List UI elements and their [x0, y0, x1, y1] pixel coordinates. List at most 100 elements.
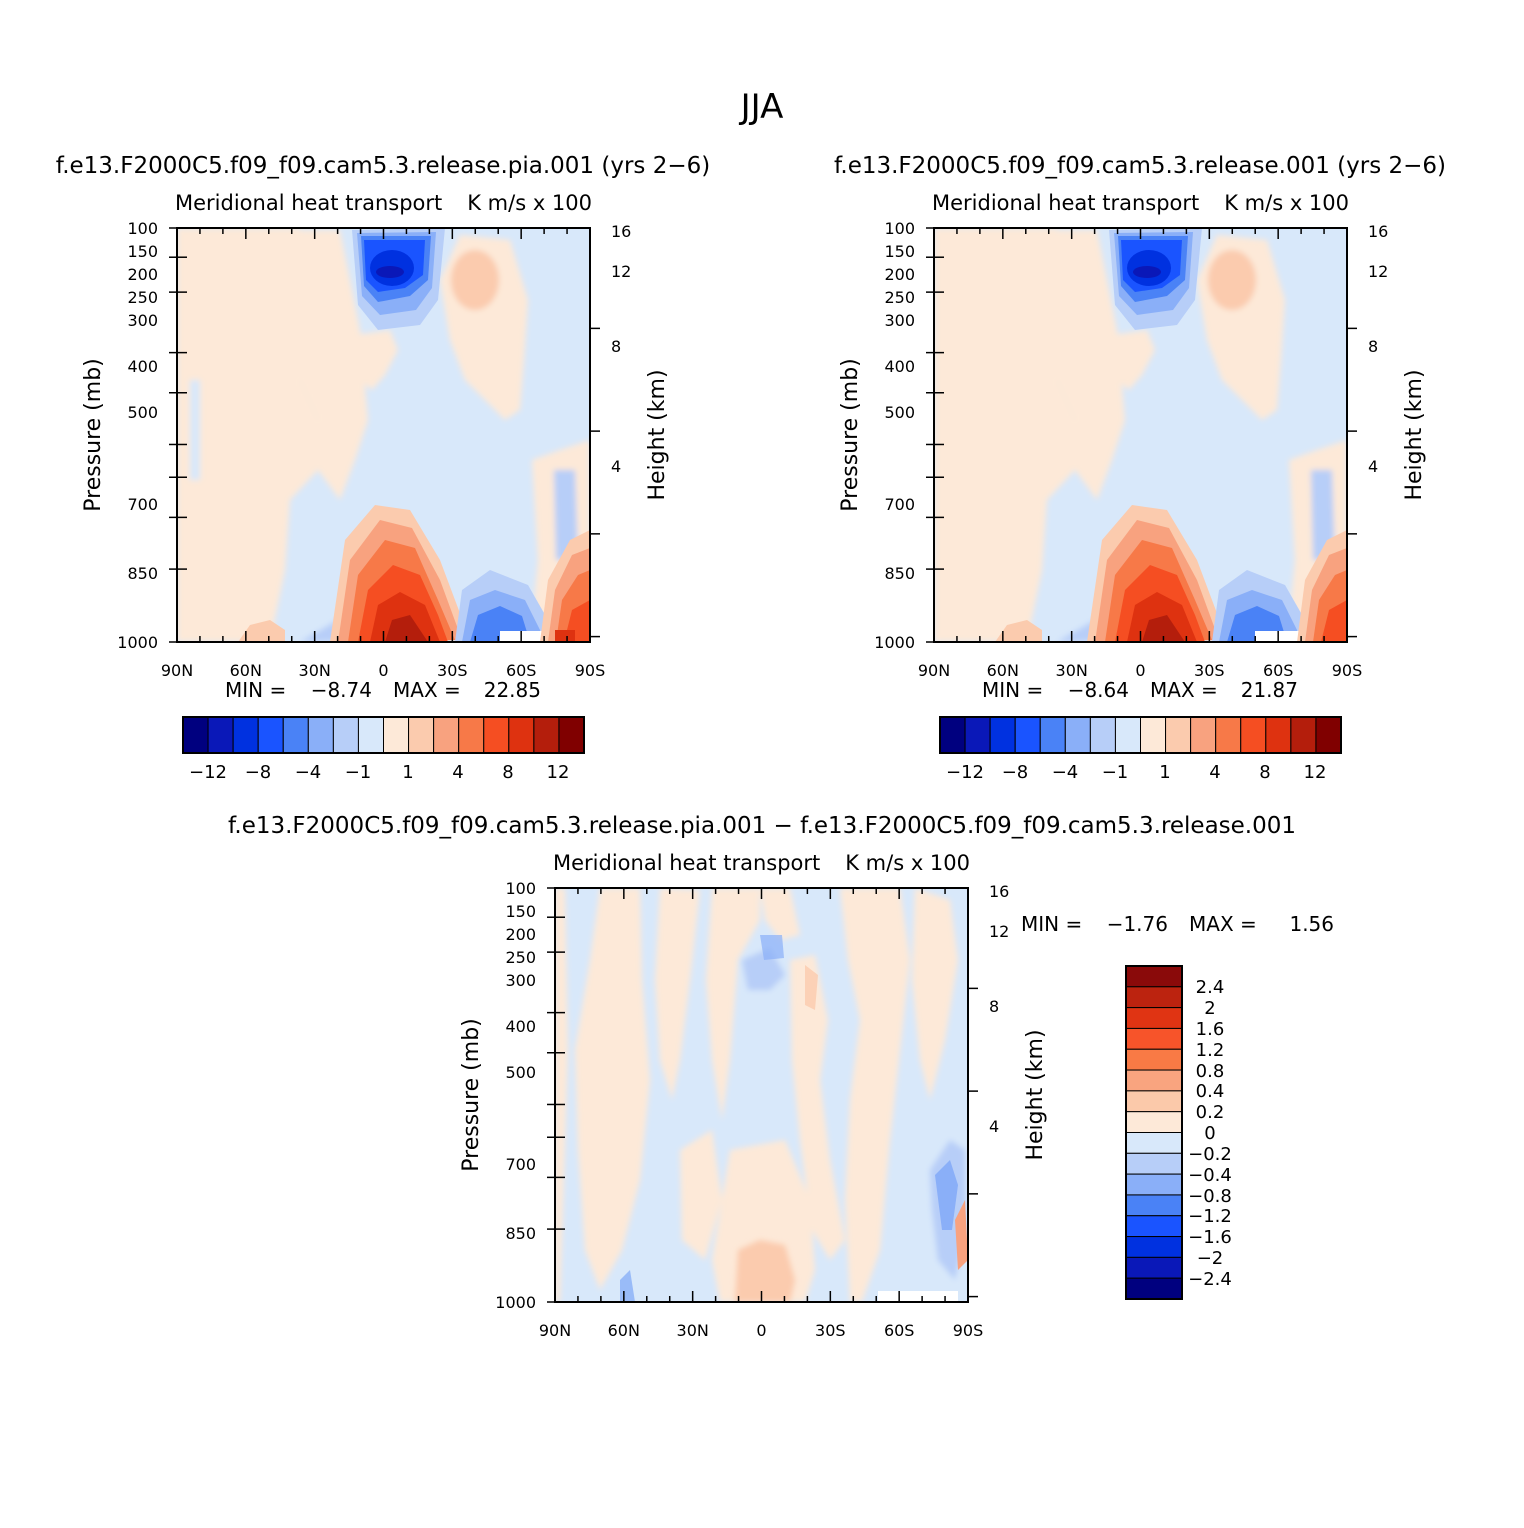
x-tick-label: 0 [1135, 661, 1145, 680]
colorbar-box [533, 716, 560, 754]
y-tick-label: 100 [505, 879, 536, 898]
colorbar-box [207, 716, 234, 754]
colorbar-box [1125, 1007, 1183, 1029]
colorbar-box [1215, 716, 1242, 754]
x-tick-label: 60N [987, 661, 1019, 680]
min-label: MIN = [225, 678, 286, 702]
colorbar-box [1165, 716, 1192, 754]
y-tick-label: 150 [884, 242, 915, 261]
colorbar-label: 4 [1209, 762, 1220, 783]
colorbar-label: 1.6 [1196, 1019, 1225, 1040]
colorbar-box [1125, 1090, 1183, 1113]
contour-field [934, 228, 1347, 642]
colorbar-box [1125, 1111, 1183, 1133]
y-tick-label: 700 [884, 495, 915, 514]
colorbar-label: −1.2 [1188, 1206, 1232, 1227]
y2-tick-label: 4 [989, 1117, 999, 1136]
max-value: 22.85 [484, 678, 541, 702]
x-tick-label: 0 [378, 661, 388, 680]
y2-axis-label: Height (km) [1402, 369, 1427, 500]
colorbar-label: 0.4 [1196, 1081, 1225, 1102]
y2-tick-label: 4 [611, 457, 621, 476]
tick-marks [547, 887, 978, 1303]
x-tick-label: 60S [884, 1321, 915, 1340]
min-value: −1.76 [1107, 912, 1168, 936]
y-tick-label: 250 [884, 288, 915, 307]
y2-tick-label: 8 [989, 997, 999, 1016]
y2-tick-label: 8 [1368, 337, 1378, 356]
colorbar-box [433, 716, 460, 754]
axes: 90N 60N 30N 0 30S 60S 90S 100 150 200 25… [459, 879, 1048, 1340]
colorbar-label: 1 [402, 762, 413, 783]
colorbar-label: −1 [1102, 762, 1129, 783]
min-label: MIN = [1021, 912, 1082, 936]
y2-axis-label: Height (km) [1023, 1029, 1048, 1160]
colorbar-box [408, 716, 435, 754]
x-tick-label: 90S [953, 1321, 984, 1340]
colorbar-box [232, 716, 259, 754]
plot-title: Meridional heat transport [553, 851, 820, 875]
y-tick-label: 300 [884, 311, 915, 330]
colorbar-label: 0.2 [1196, 1102, 1225, 1123]
y2-tick-label: 12 [1368, 262, 1388, 281]
max-label: MAX = [1150, 678, 1218, 702]
min-value: −8.64 [1068, 678, 1129, 702]
southern-blue [455, 570, 575, 642]
colorbar-frame [182, 716, 585, 754]
colorbar-label: 4 [452, 762, 463, 783]
x-tick-label: 60N [230, 661, 262, 680]
colorbar-box [1125, 965, 1183, 988]
colorbar-box [508, 716, 535, 754]
y-tick-label: 850 [505, 1224, 536, 1243]
colorbar-box [1064, 716, 1091, 754]
colorbar-label: −0.4 [1188, 1165, 1232, 1186]
max-label: MAX = [1189, 912, 1257, 936]
colorbar-label: 0 [1204, 1123, 1215, 1144]
y-tick-label: 500 [884, 403, 915, 422]
y-tick-label: 400 [505, 1017, 536, 1036]
colorbar-label: −4 [295, 762, 322, 783]
colorbar: −12 −8 −4 −1 1 4 8 12 [182, 716, 585, 783]
colorbar-label: 12 [547, 762, 570, 783]
x-tick-label: 90N [918, 661, 950, 680]
case-title: f.e13.F2000C5.f09_f09.cam5.3.release.001… [834, 153, 1446, 179]
colorbar-box [1190, 716, 1217, 754]
colorbar-box [1125, 1152, 1183, 1175]
x-tick-label: 90N [161, 661, 193, 680]
colorbar-box [1265, 716, 1292, 754]
y-tick-label: 300 [505, 971, 536, 990]
colorbar-box [1125, 1048, 1183, 1071]
max-label: MAX = [393, 678, 461, 702]
y2-tick-label: 4 [1368, 457, 1378, 476]
y-tick-label: 500 [505, 1063, 536, 1082]
colorbar-box [1125, 1069, 1183, 1092]
x-tick-label: 90N [539, 1321, 571, 1340]
x-tick-label: 60S [506, 661, 537, 680]
y-tick-label: 1000 [874, 633, 915, 652]
colorbar-box [332, 716, 359, 754]
lower-red-core [330, 505, 470, 642]
colorbar-box [383, 716, 410, 754]
tick-marks [926, 227, 1357, 643]
y-tick-label: 250 [505, 948, 536, 967]
colorbar-label: −4 [1052, 762, 1079, 783]
colorbar-box [1014, 716, 1041, 754]
plot-units: K m/s x 100 [845, 851, 970, 875]
y-tick-label: 850 [127, 564, 158, 583]
y2-tick-label: 16 [989, 882, 1009, 901]
plot-units: K m/s x 100 [467, 191, 592, 215]
y-tick-label: 300 [127, 311, 158, 330]
colorbar-box [1125, 1277, 1183, 1300]
colorbar-box [458, 716, 485, 754]
colorbar-box [357, 716, 384, 754]
y2-axis-label: Height (km) [645, 369, 670, 500]
colorbar-box [1240, 716, 1267, 754]
x-tick-label: 90S [1332, 661, 1363, 680]
colorbar-label: −12 [946, 762, 984, 783]
x-tick-label: 60S [1263, 661, 1294, 680]
colorbar-box [1125, 1236, 1183, 1258]
min-label: MIN = [982, 678, 1043, 702]
colorbar-label: −2.4 [1188, 1269, 1232, 1290]
colorbar-label: −8 [245, 762, 272, 783]
